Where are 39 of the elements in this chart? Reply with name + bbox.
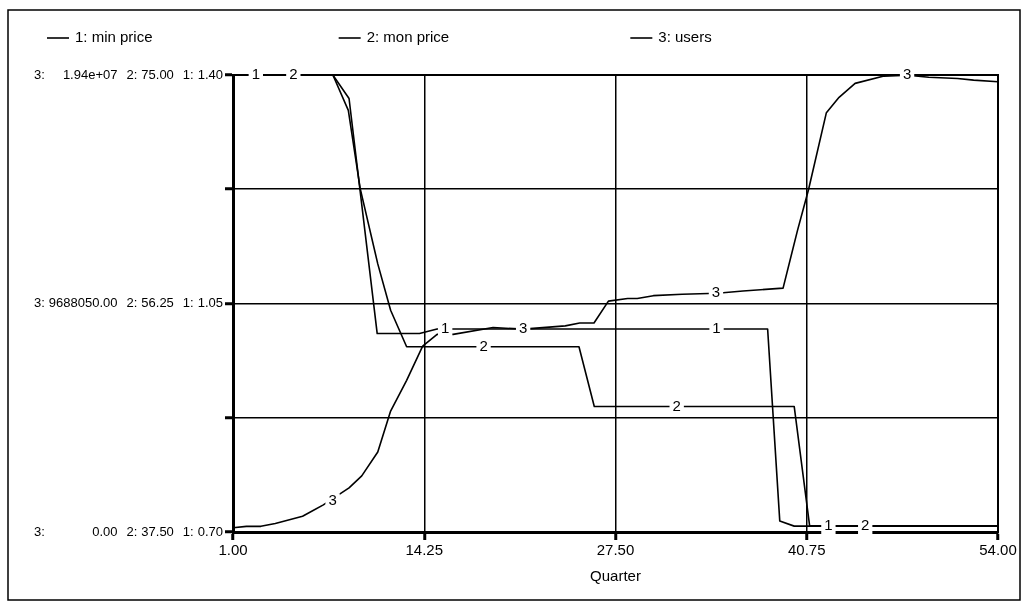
annotation: 1 xyxy=(251,65,260,83)
annotation: 3 xyxy=(711,283,721,301)
x-tick-label: 14.25 xyxy=(405,541,444,559)
annotation: 2 xyxy=(479,336,488,354)
y3-tick-label: 9688050.00 xyxy=(48,295,118,311)
legend-label: 2: mon price xyxy=(366,28,450,46)
text: 2: xyxy=(126,66,138,82)
legend-label: 3: users xyxy=(658,28,712,46)
y2-tick-label: 56.25 xyxy=(141,295,174,311)
y3-tick-label: 0.00 xyxy=(92,523,118,539)
y3-tick-label: 1.94e+07 xyxy=(62,66,118,82)
annotation: 1 xyxy=(712,319,721,337)
y-tick-label: 0.70 xyxy=(197,523,223,539)
text: 1: xyxy=(182,523,194,539)
y-tick-label: 1.40 xyxy=(197,66,223,82)
text: 3: xyxy=(33,66,45,82)
x-tick-label: 1.00 xyxy=(218,541,248,559)
text: 1: xyxy=(182,66,194,82)
text: 2: xyxy=(126,295,138,311)
y2-tick-label: 37.50 xyxy=(141,523,174,539)
annotation: 1 xyxy=(441,319,450,337)
annotation: 2 xyxy=(289,65,298,83)
annotation: 3 xyxy=(902,65,912,83)
x-axis-title: Quarter xyxy=(590,567,641,585)
annotation: 3 xyxy=(518,319,528,337)
legend-label: 1: min price xyxy=(75,28,153,46)
x-tick-label: 40.75 xyxy=(787,541,826,559)
annotation: 3 xyxy=(328,491,337,509)
y-tick-label: 1.05 xyxy=(197,295,223,311)
text: 3: xyxy=(33,523,45,539)
x-tick-label: 54.00 xyxy=(979,541,1017,559)
annotation: 2 xyxy=(861,516,870,534)
text: 2: xyxy=(126,523,138,539)
annotation: 1 xyxy=(824,516,833,534)
y2-tick-label: 75.00 xyxy=(141,66,174,82)
text: 3: xyxy=(33,295,45,311)
annotation: 2 xyxy=(672,396,681,414)
text: 1: xyxy=(182,295,194,311)
x-tick-label: 27.50 xyxy=(596,541,635,559)
